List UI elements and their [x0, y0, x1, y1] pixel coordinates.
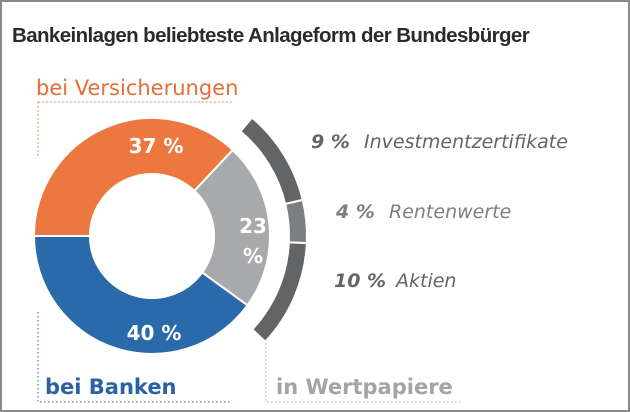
guide-lines: [37, 101, 460, 403]
breakdown-value-aktien: 10 %: [334, 270, 386, 292]
value-label-wertpapiere-unit: %: [243, 244, 263, 268]
label-banken: bei Banken: [45, 375, 177, 399]
value-label-banken: 40 %: [127, 321, 182, 345]
breakdown-arc-rentenwerte: [284, 198, 308, 245]
slice-bei-versicherungen: [32, 117, 235, 237]
breakdown-value-investmentzertifikate: 9 %: [311, 131, 350, 153]
breakdown-name-rentenwerte: Rentenwerte: [389, 201, 511, 223]
breakdown-value-rentenwerte: 4 %: [335, 201, 375, 223]
breakdown-name-investmentzertifikate: Investmentzertifikate: [364, 131, 568, 153]
guide-wertpapiere: [265, 327, 460, 403]
value-label-versicherungen: 37 %: [129, 134, 184, 158]
value-label-wertpapiere-number: 23: [239, 214, 267, 238]
slice-bei-banken: [32, 235, 249, 355]
slice-in-wertpapiere: [193, 148, 271, 307]
label-versicherungen: bei Versicherungen: [36, 76, 238, 100]
breakdown-arc-aktien: [250, 241, 308, 344]
chart-title: Bankeinlagen beliebteste Anlageform der …: [12, 24, 530, 47]
label-wertpapiere: in Wertpapiere: [276, 375, 453, 399]
breakdown-name-aktien: Aktien: [394, 270, 456, 292]
guide-versicherungen: [37, 101, 232, 158]
